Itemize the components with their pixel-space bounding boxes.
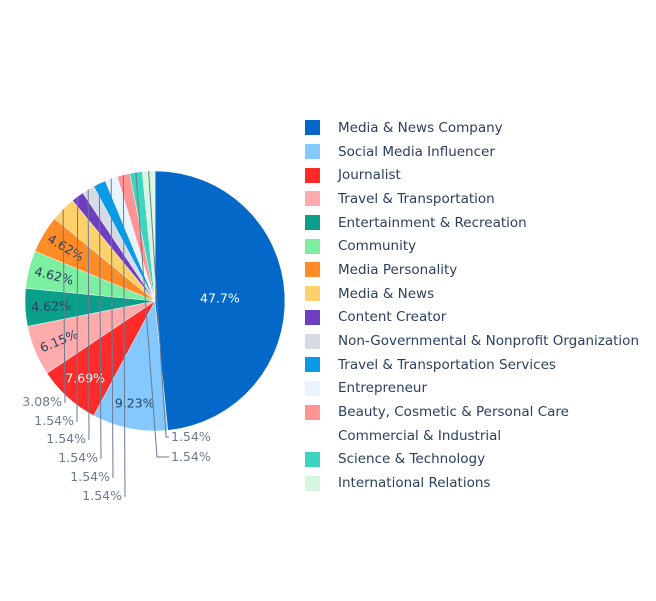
legend-item[interactable]: Content Creator (305, 306, 639, 330)
legend-label: Media Personality (338, 261, 458, 278)
legend-item[interactable]: Media & News Company (305, 116, 639, 140)
leader-line (135, 172, 169, 458)
slice-label: 3.08% (22, 394, 62, 409)
legend-label: Entertainment & Recreation (338, 214, 527, 231)
leader-line (98, 183, 102, 459)
legend-item[interactable]: Social Media Influencer (305, 140, 639, 164)
legend-item[interactable]: Commercial & Industrial (305, 424, 639, 448)
legend-swatch (305, 238, 320, 254)
legend-item[interactable]: Non-Governmental & Nonprofit Organizatio… (305, 329, 639, 353)
legend-item[interactable]: Media & News (305, 282, 639, 306)
legend-label: Travel & Transportation (338, 190, 495, 207)
legend-label: Non-Governmental & Nonprofit Organizatio… (338, 333, 639, 350)
leader-line (62, 209, 66, 403)
legend-label: Social Media Influencer (338, 143, 495, 160)
leader-line (76, 196, 79, 422)
slice-label: 7.69% (65, 371, 105, 386)
legend-label: International Relations (338, 475, 491, 492)
legend-swatch (305, 309, 320, 325)
legend-swatch (305, 475, 320, 491)
legend-label: Beauty, Cosmetic & Personal Care (338, 404, 569, 421)
slice-label: 1.54% (70, 469, 110, 484)
legend-swatch (305, 262, 320, 278)
legend-label: Journalist (338, 167, 401, 184)
legend-label: Media & News (338, 285, 435, 302)
leader-line (87, 189, 90, 440)
legend-label: Commercial & Industrial (338, 427, 502, 444)
legend-item[interactable]: Travel & Transportation (305, 187, 639, 211)
legend-item[interactable]: Community (305, 234, 639, 258)
legend-swatch (305, 215, 320, 231)
legend-item[interactable]: Travel & Transportation Services (305, 353, 639, 377)
legend-label: Entrepreneur (338, 380, 428, 397)
legend-swatch (305, 451, 320, 467)
legend-label: Content Creator (338, 309, 447, 326)
legend-item[interactable]: International Relations (305, 471, 639, 495)
slice-label: 1.54% (58, 450, 98, 465)
legend-item[interactable]: Entertainment & Recreation (305, 211, 639, 235)
pie-slice-media-news-company[interactable] (154, 170, 286, 431)
slice-label: 4.62% (31, 298, 72, 315)
leader-line (110, 178, 114, 478)
leader-line (148, 171, 169, 438)
legend-item[interactable]: Science & Technology (305, 448, 639, 472)
legend-swatch (305, 120, 320, 136)
slice-label: 1.54% (171, 429, 211, 444)
legend-label: Media & News Company (338, 119, 503, 136)
legend-swatch (305, 286, 320, 302)
legend-swatch (305, 404, 320, 420)
legend-swatch (305, 167, 320, 183)
legend-swatch (305, 380, 320, 396)
slice-label: 1.54% (82, 488, 122, 503)
slice-label: 1.54% (171, 449, 211, 464)
legend-swatch (305, 333, 320, 349)
legend-item[interactable]: Media Personality (305, 258, 639, 282)
slice-label: 1.54% (34, 413, 74, 428)
legend-label: Science & Technology (338, 451, 486, 468)
legend-swatch (305, 357, 320, 373)
legend-item[interactable]: Entrepreneur (305, 377, 639, 401)
pie-slice-international-relations[interactable] (141, 170, 156, 302)
leader-line (122, 174, 126, 497)
legend-item[interactable]: Journalist (305, 163, 639, 187)
slice-label: 9.23% (115, 396, 155, 411)
legend-item[interactable]: Beauty, Cosmetic & Personal Care (305, 400, 639, 424)
legend-swatch (305, 428, 320, 444)
legend-swatch (305, 144, 320, 160)
legend-label: Community (338, 238, 417, 255)
legend-swatch (305, 191, 320, 207)
legend: Media & News Company Social Media Influen… (305, 116, 639, 495)
slice-label: 1.54% (46, 431, 86, 446)
legend-label: Travel & Transportation Services (338, 356, 556, 373)
slice-label: 47.7% (200, 290, 240, 305)
